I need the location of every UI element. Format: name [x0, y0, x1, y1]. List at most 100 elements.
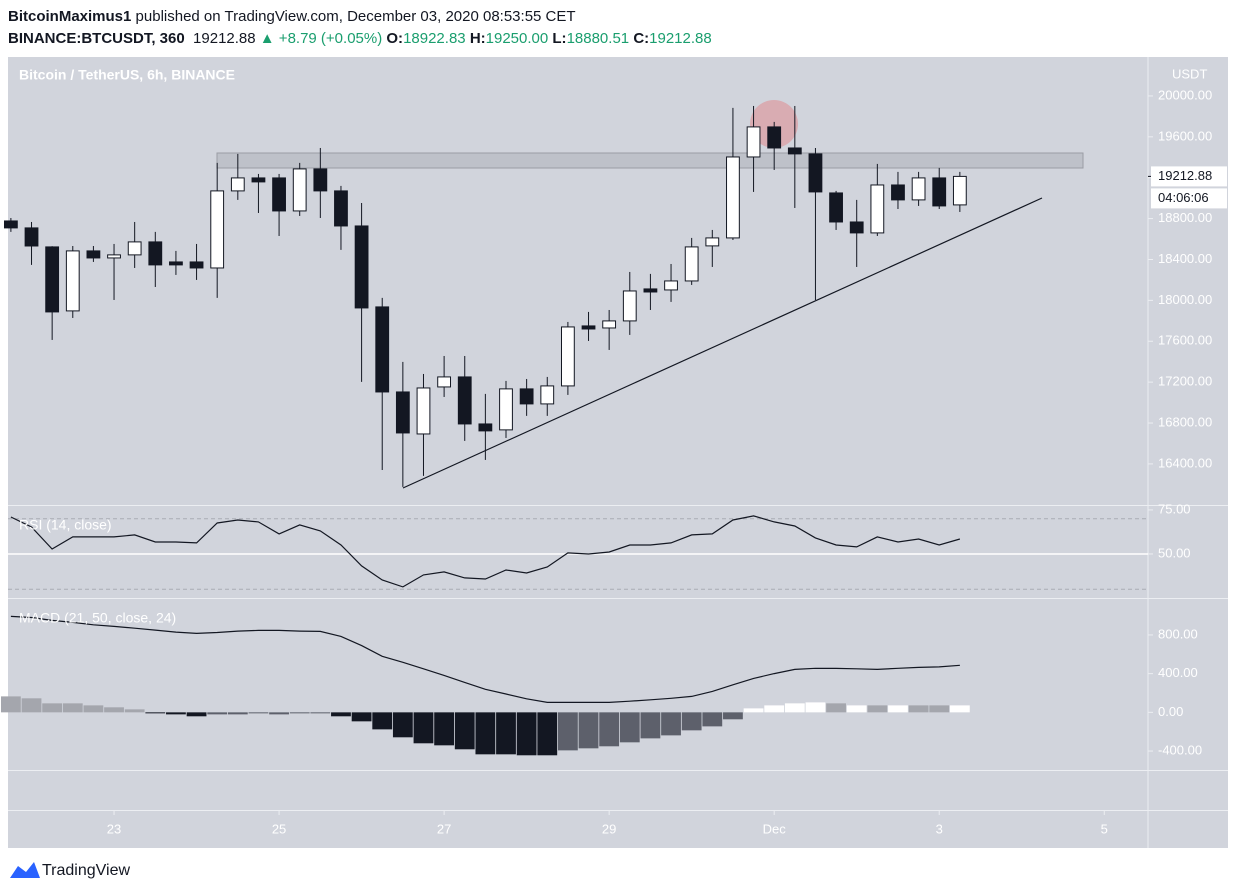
- line: [10, 615, 960, 703]
- y-tick-label: 75.00: [1158, 501, 1191, 516]
- histogram-bar: [908, 705, 929, 713]
- histogram-bar: [640, 712, 661, 739]
- histogram-bar: [413, 712, 434, 744]
- y-tick-label: 20000.00: [1158, 87, 1212, 102]
- histogram-bar: [805, 702, 826, 713]
- histogram-bar: [599, 712, 620, 747]
- y-tick-label: 17600.00: [1158, 333, 1212, 348]
- histogram-bar: [124, 709, 145, 713]
- histogram-bar: [83, 705, 104, 713]
- x-tick-label: 5: [1101, 821, 1108, 836]
- candle-body: [746, 126, 761, 158]
- candle-body: [86, 250, 101, 259]
- histogram-bar: [516, 712, 537, 756]
- header: BitcoinMaximus1 published on TradingView…: [8, 6, 712, 50]
- y-tick-label: 50.00: [1158, 545, 1191, 560]
- x-tick-label: 23: [107, 821, 121, 836]
- candle-body: [684, 246, 699, 282]
- pane-title: RSI (14, close): [19, 517, 112, 533]
- candle-body: [148, 241, 163, 266]
- x-tick-label: 25: [272, 821, 286, 836]
- histogram-bar: [888, 705, 908, 713]
- histogram-bar: [145, 712, 166, 714]
- countdown-box: [1151, 188, 1227, 209]
- candle-body: [602, 320, 617, 329]
- candle-body: [375, 306, 390, 393]
- y-tick-label: 0.00: [1158, 704, 1183, 719]
- candle-body: [519, 388, 534, 405]
- histogram-bar: [661, 712, 681, 736]
- y-tick-label: 19600.00: [1158, 128, 1212, 143]
- candle-body: [210, 190, 225, 269]
- y-tick-label: 16400.00: [1158, 455, 1212, 470]
- ohlc-value: 18922.83: [403, 30, 466, 47]
- histogram-bar: [475, 712, 496, 755]
- candle-body: [952, 175, 967, 206]
- ohlc-value: 19212.88: [649, 30, 712, 47]
- candle-body: [189, 261, 204, 269]
- candle-body: [622, 290, 637, 322]
- publish-line: BitcoinMaximus1 published on TradingView…: [8, 6, 712, 28]
- symbol: BINANCE:BTCUSDT, 360: [8, 30, 185, 47]
- candle-body: [45, 246, 60, 313]
- candle-body: [499, 388, 513, 431]
- candle-body: [540, 385, 555, 405]
- histogram-bar: [248, 712, 269, 714]
- trendline: [402, 197, 1043, 489]
- author: BitcoinMaximus1: [8, 8, 132, 25]
- histogram-bar: [784, 703, 805, 713]
- candle-body: [251, 177, 266, 183]
- histogram-bar: [207, 712, 228, 715]
- ohlc-value: 19250.00: [485, 30, 549, 47]
- histogram-bar: [723, 712, 743, 720]
- candle-body: [107, 254, 121, 259]
- pane-title: MACD (21, 50, close, 24): [19, 610, 176, 626]
- histogram-bar: [557, 712, 578, 751]
- y-tick-label: 18000.00: [1158, 292, 1212, 307]
- histogram-bar: [826, 703, 846, 713]
- histogram-bar: [42, 703, 63, 713]
- histogram-bar: [949, 705, 970, 713]
- candle-body: [808, 153, 823, 193]
- candle-body: [891, 184, 905, 201]
- histogram-bar: [104, 707, 124, 713]
- histogram-bar: [743, 708, 764, 713]
- candle-body: [932, 177, 947, 207]
- candle-body: [581, 325, 596, 330]
- candle-body: [3, 220, 18, 229]
- line: [10, 515, 961, 588]
- histogram-bar: [867, 705, 888, 713]
- histogram-bar: [619, 712, 640, 743]
- histogram-bar: [331, 712, 351, 717]
- histogram-bar: [0, 696, 21, 713]
- x-tick-label: 29: [602, 821, 616, 836]
- brand: TradingView: [42, 862, 130, 879]
- x-tick-label: Dec: [763, 821, 787, 836]
- x-tick-label: 3: [936, 821, 943, 836]
- pane-title: Bitcoin / TetherUS, 6h, BINANCE: [19, 67, 235, 83]
- candle-body: [127, 241, 142, 256]
- candle-body: [849, 221, 864, 234]
- candle-body: [911, 177, 926, 201]
- candle-body: [767, 126, 782, 149]
- ohlc-label: L:: [552, 30, 567, 47]
- histogram-bar: [310, 712, 331, 714]
- histogram-bar: [186, 712, 207, 717]
- footer-logo: TradingView: [10, 862, 130, 879]
- y-tick-label: 16800.00: [1158, 414, 1212, 429]
- y-tick-label: 400.00: [1158, 665, 1198, 680]
- y-tick-label: 800.00: [1158, 626, 1198, 641]
- candle-body: [272, 177, 286, 212]
- candle-body: [292, 168, 307, 212]
- histogram-bar: [166, 712, 186, 715]
- histogram-bar: [289, 712, 310, 714]
- countdown: 04:06:06: [1158, 190, 1209, 205]
- histogram-bar: [392, 712, 413, 738]
- candle-body: [169, 261, 183, 266]
- candle-body: [457, 376, 472, 425]
- histogram-bar: [537, 712, 558, 756]
- histogram-bar: [454, 712, 475, 750]
- histogram-bar: [372, 712, 393, 730]
